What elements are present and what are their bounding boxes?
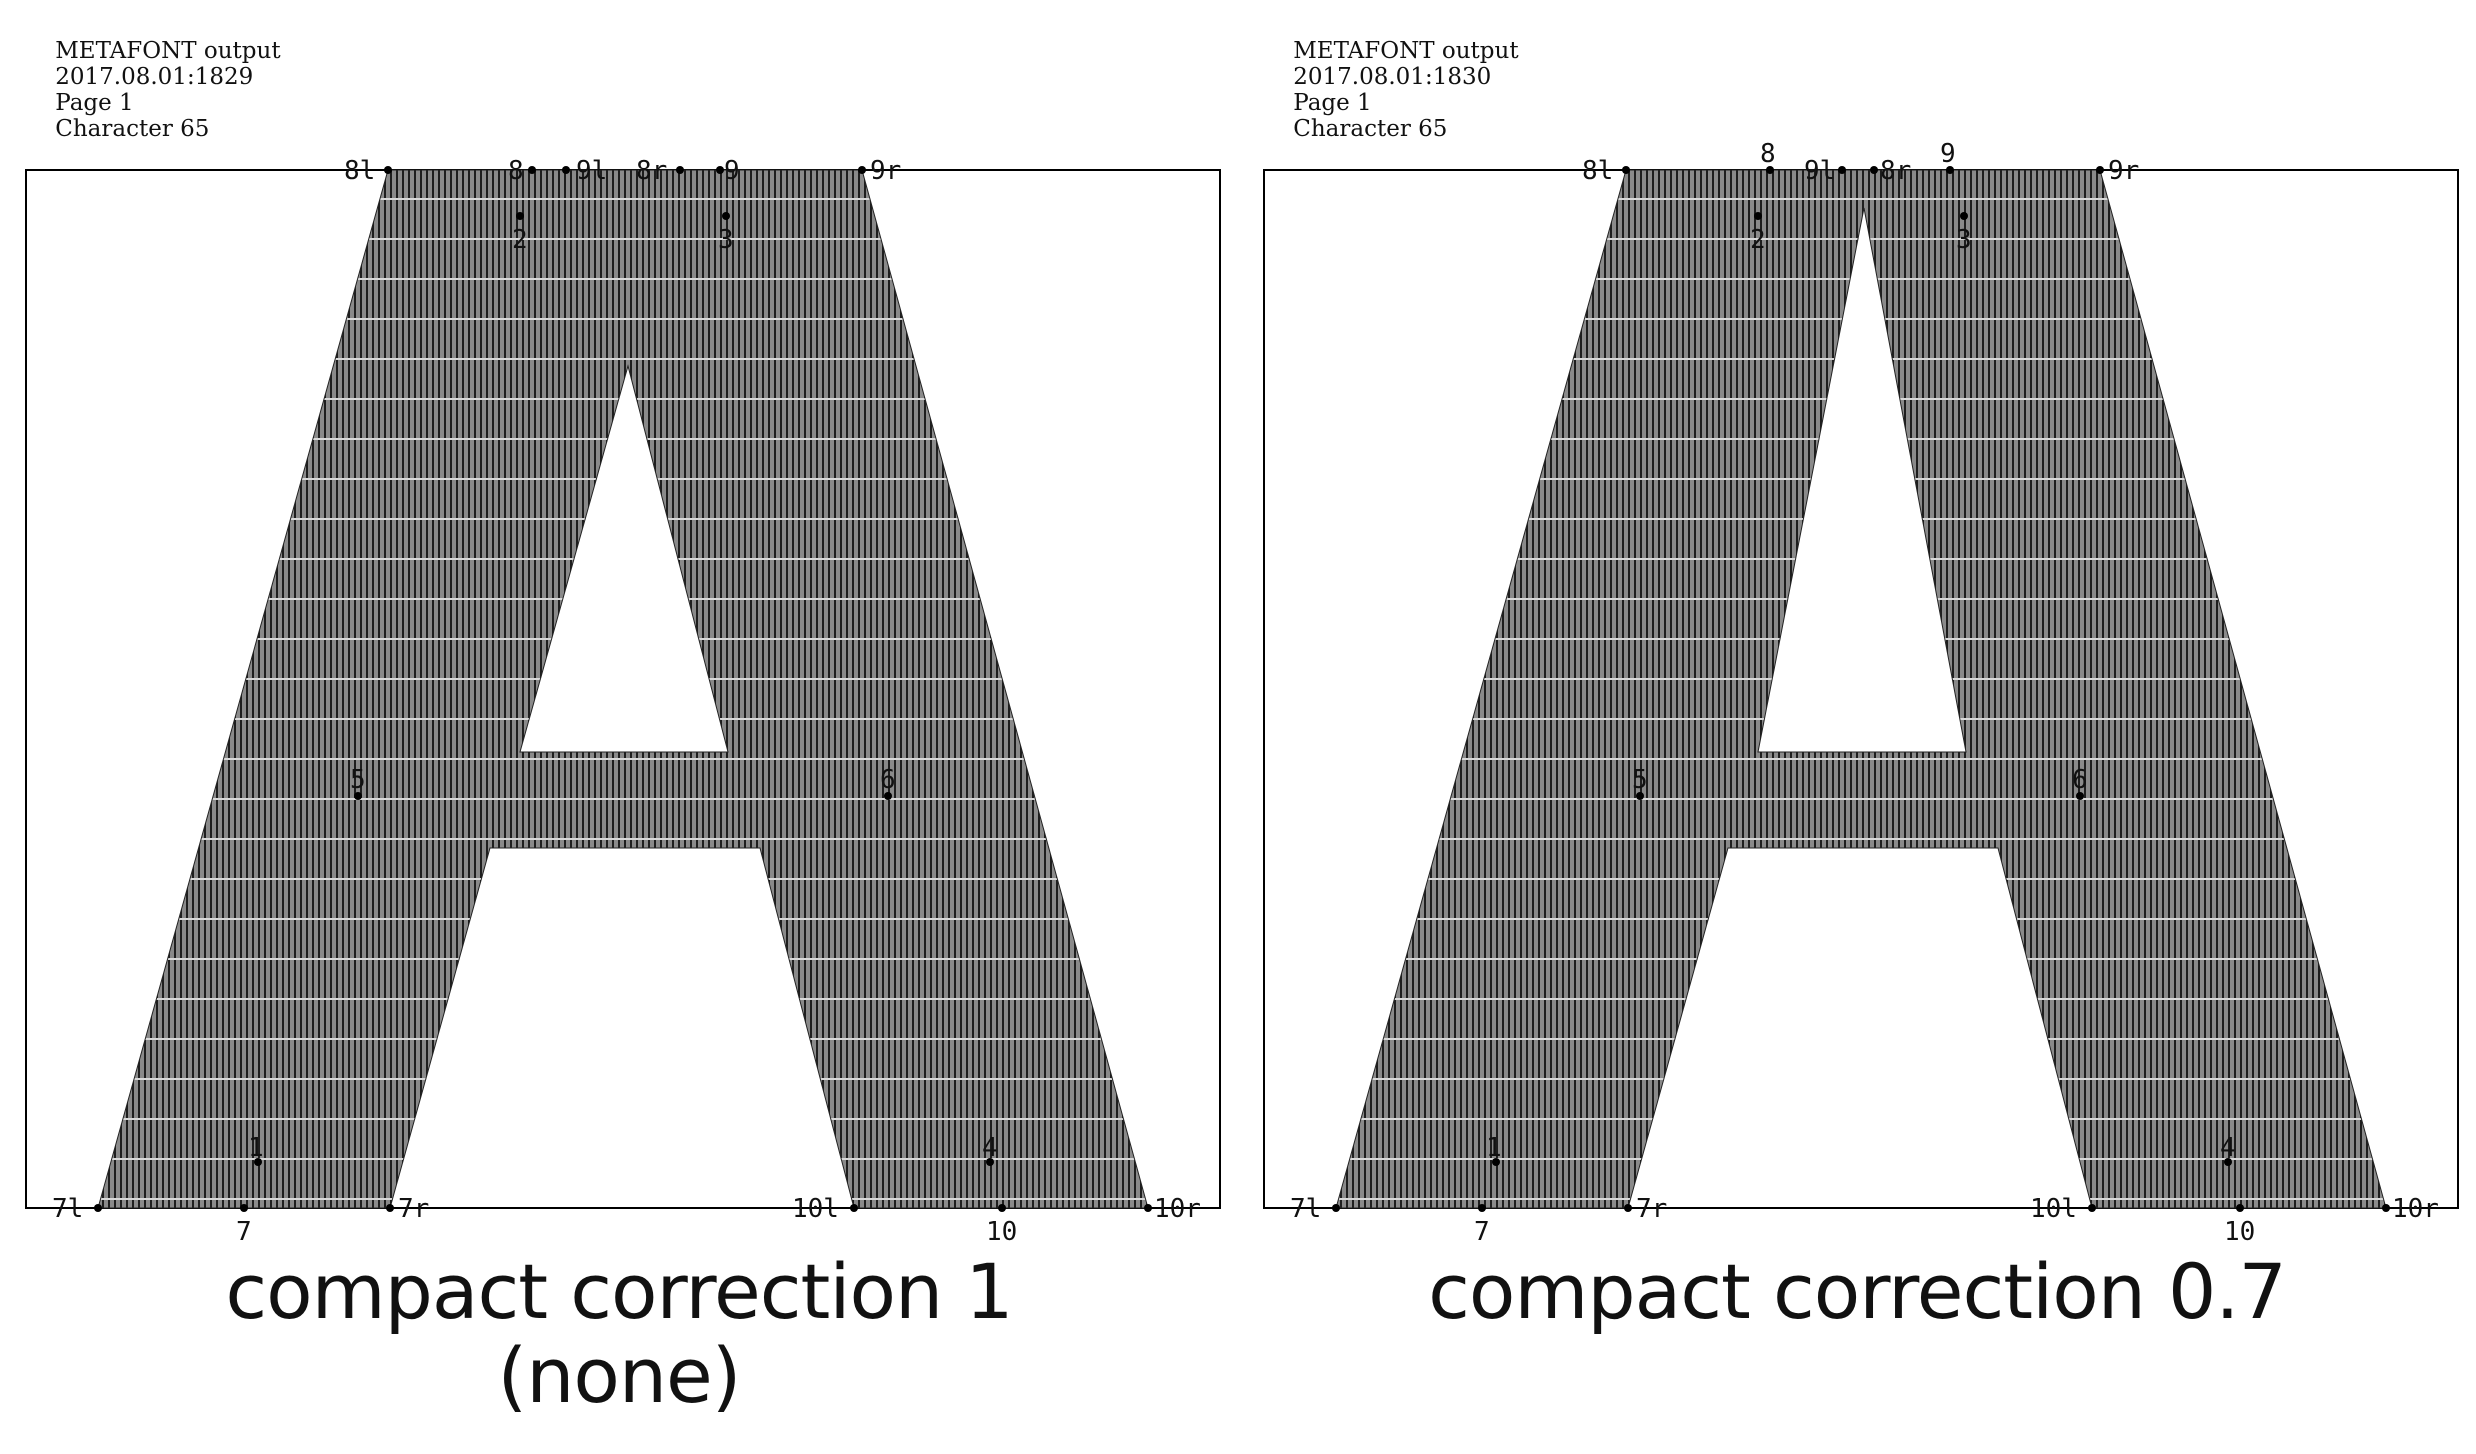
glyph-proof-a-left: 8l 8 9l 8r 9 9r 2 3 5 6 1 4 7l 7 7r 10l … [25, 156, 1221, 1247]
label-7l: 7l [1290, 1194, 1321, 1224]
label-9r: 9r [870, 156, 901, 186]
header-character: Character 65 [1293, 116, 1448, 142]
label-9: 9 [724, 156, 740, 186]
caption: compact correction 1 (none) [0, 1250, 1238, 1418]
header-page: Page 1 [1293, 90, 1372, 116]
panel-left: METAFONT output 2017.08.01:1829 Page 1 C… [0, 12, 1238, 1418]
label-8l: 8l [344, 156, 375, 186]
label-1: 1 [248, 1133, 264, 1163]
point-dots [1332, 166, 2390, 1212]
label-9r: 9r [2108, 156, 2139, 186]
caption-line-2: (none) [497, 1331, 742, 1420]
label-7r: 7r [398, 1194, 429, 1224]
label-6: 6 [880, 765, 896, 795]
label-9: 9 [1940, 139, 1956, 169]
label-4: 4 [2220, 1133, 2236, 1163]
label-2: 2 [512, 225, 528, 255]
header-character: Character 65 [55, 116, 210, 142]
label-4: 4 [982, 1133, 998, 1163]
label-6: 6 [2072, 765, 2088, 795]
label-8l: 8l [1582, 156, 1613, 186]
label-5: 5 [350, 765, 366, 795]
label-7l: 7l [52, 1194, 83, 1224]
glyph-proof-a-right: 8l 8 9l 8r 9 9r 2 3 5 6 1 4 7l 7 7r 10l … [1263, 139, 2459, 1247]
caption: compact correction 0.7 [1238, 1250, 2476, 1334]
proof-header: METAFONT output 2017.08.01:1829 Page 1 C… [26, 12, 281, 168]
label-7: 7 [1474, 1217, 1490, 1247]
point-labels: 8l 8 9l 8r 9 9r 2 3 5 6 1 4 7l 7 7r 10l … [52, 156, 1201, 1247]
label-8r: 8r [636, 156, 667, 186]
panel-right: METAFONT output 2017.08.01:1830 Page 1 C… [1238, 0, 2476, 1454]
label-10l: 10l [792, 1194, 839, 1224]
header-page: Page 1 [55, 90, 134, 116]
header-datetime: 2017.08.01:1829 [55, 64, 254, 90]
label-9l: 9l [576, 156, 607, 186]
label-7r: 7r [1636, 1194, 1667, 1224]
label-9l: 9l [1804, 156, 1835, 186]
header-prefix: METAFONT output [55, 38, 281, 64]
label-5: 5 [1632, 765, 1648, 795]
label-8: 8 [1760, 139, 1776, 169]
label-10: 10 [986, 1217, 1017, 1247]
caption-line-1: compact correction 0.7 [1428, 1247, 2287, 1336]
label-10: 10 [2224, 1217, 2255, 1247]
header-prefix: METAFONT output [1293, 38, 1519, 64]
point-dots [94, 166, 1152, 1212]
label-3: 3 [1956, 225, 1972, 255]
label-2: 2 [1750, 225, 1766, 255]
label-7: 7 [236, 1217, 252, 1247]
label-10r: 10r [2392, 1194, 2439, 1224]
point-labels: 8l 8 9l 8r 9 9r 2 3 5 6 1 4 7l 7 7r 10l … [1290, 139, 2439, 1247]
letter-a-shape [97, 169, 1149, 1209]
label-10l: 10l [2030, 1194, 2077, 1224]
label-8: 8 [508, 156, 524, 186]
letter-a-shape [1335, 169, 2387, 1209]
label-3: 3 [718, 225, 734, 255]
label-8r: 8r [1880, 156, 1911, 186]
caption-line-1: compact correction 1 [225, 1247, 1013, 1336]
label-1: 1 [1486, 1133, 1502, 1163]
label-10r: 10r [1154, 1194, 1201, 1224]
header-datetime: 2017.08.01:1830 [1293, 64, 1492, 90]
proof-header: METAFONT output 2017.08.01:1830 Page 1 C… [1264, 12, 1519, 168]
